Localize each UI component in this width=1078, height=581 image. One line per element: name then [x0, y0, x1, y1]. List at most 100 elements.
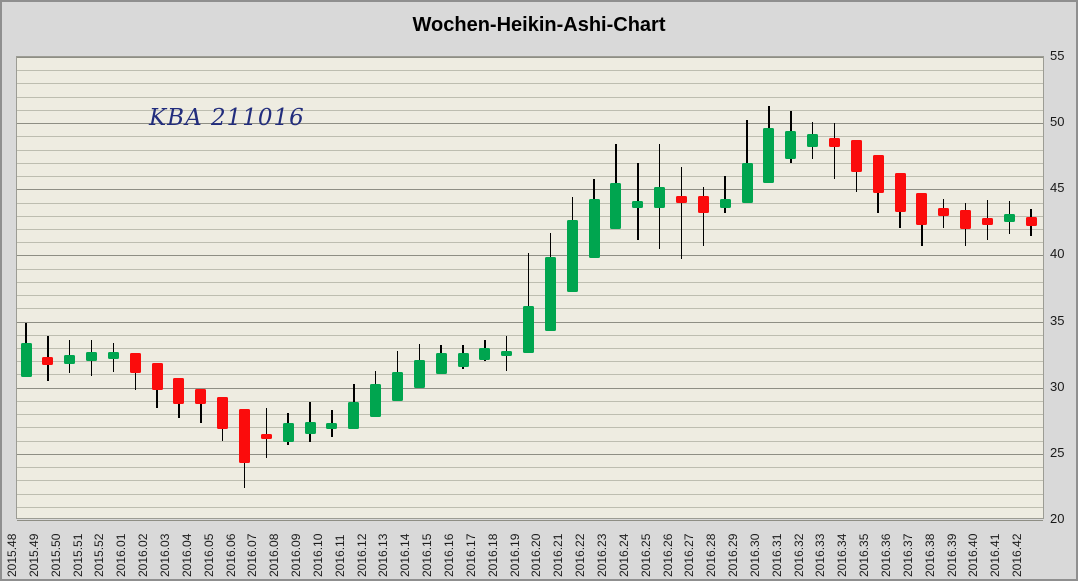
candle-body-2016.40 — [981, 218, 993, 225]
x-axis-tick-label: 2016.41 — [988, 533, 1003, 577]
x-axis-tick-label: 2016.08 — [267, 533, 282, 577]
candle-body-2016.09 — [304, 422, 316, 434]
candle-body-2016.27 — [697, 195, 709, 214]
gridline — [17, 493, 1043, 495]
candle-wick — [833, 123, 836, 179]
x-axis-tick-label: 2016.07 — [245, 533, 260, 577]
gridline — [17, 83, 1043, 85]
candle-body-2016.25 — [654, 186, 666, 208]
x-axis-tick-label: 2016.18 — [485, 533, 500, 577]
gridline — [17, 414, 1043, 416]
candle-body-2015.50 — [64, 354, 76, 364]
gridline — [17, 123, 1043, 125]
x-axis-tick-label: 2016.25 — [638, 533, 653, 577]
gridline — [17, 202, 1043, 204]
candle-body-2016.07 — [260, 434, 272, 440]
x-axis-tick-label: 2016.28 — [704, 533, 719, 577]
x-axis-tick-label: 2016.11 — [332, 534, 347, 578]
x-axis-tick-label: 2016.37 — [900, 533, 915, 577]
candle-body-2016.42 — [1025, 217, 1037, 227]
candle-body-2016.05 — [217, 396, 229, 429]
candle-body-2016.01 — [129, 353, 141, 374]
x-axis-tick-label: 2016.15 — [420, 533, 435, 577]
candle-body-2016.04 — [195, 389, 207, 404]
candle-body-2015.51 — [86, 351, 98, 362]
gridline — [17, 136, 1043, 138]
candle-body-2016.14 — [413, 359, 425, 388]
y-axis-tick-label: 30 — [1050, 378, 1065, 394]
gridline — [17, 176, 1043, 178]
candle-body-2016.16 — [457, 353, 469, 367]
x-axis-tick-label: 2016.14 — [398, 533, 413, 577]
gridline — [17, 387, 1043, 389]
gridline — [17, 268, 1043, 270]
x-axis-tick-label: 2016.17 — [463, 533, 478, 577]
x-axis-tick-label: 2016.09 — [289, 533, 304, 577]
candle-body-2016.10 — [326, 423, 338, 429]
x-axis-tick-label: 2015.52 — [92, 533, 107, 577]
plot-area — [16, 56, 1044, 521]
x-axis-tick-label: 2016.27 — [682, 533, 697, 577]
candle-body-2016.20 — [544, 256, 556, 331]
gridline — [17, 70, 1043, 72]
candle-wick — [702, 186, 705, 247]
x-axis-tick-label: 2016.32 — [791, 533, 806, 577]
candle-body-2016.36 — [894, 173, 906, 212]
x-axis-tick-label: 2016.23 — [594, 533, 609, 577]
candle-body-2016.12 — [370, 383, 382, 417]
gridline — [17, 255, 1043, 257]
candle-wick — [331, 410, 333, 437]
candle-body-2016.35 — [872, 154, 884, 194]
x-axis-tick-label: 2016.39 — [944, 533, 959, 577]
x-axis-tick-label: 2016.19 — [507, 533, 522, 577]
gridline — [17, 520, 1043, 521]
y-axis-tick-label: 50 — [1050, 114, 1065, 130]
y-axis-tick-label: 20 — [1050, 511, 1065, 526]
gridline — [17, 162, 1043, 164]
gridline — [17, 453, 1043, 455]
gridline — [17, 361, 1043, 363]
x-axis-tick-label: 2016.04 — [179, 533, 194, 577]
x-axis-tick-label: 2016.06 — [223, 533, 238, 577]
candle-wick — [200, 389, 202, 424]
x-axis-tick-label: 2016.42 — [1010, 533, 1025, 577]
x-axis-tick-label: 2016.10 — [310, 533, 325, 577]
x-axis-tick-label: 2016.22 — [573, 533, 588, 577]
candle-body-2016.31 — [785, 131, 797, 159]
x-axis-tick-label: 2015.48 — [5, 533, 19, 577]
y-axis-tick-label: 45 — [1050, 180, 1065, 196]
candle-body-2016.11 — [348, 402, 360, 429]
chart-title: Wochen-Heikin-Ashi-Chart — [412, 14, 666, 36]
candle-body-2016.38 — [938, 207, 950, 216]
gridline — [17, 215, 1043, 217]
candle-body-2016.19 — [523, 305, 535, 354]
x-axis-tick-label: 2016.38 — [922, 533, 937, 577]
gridline — [17, 506, 1043, 508]
candle-body-2016.41 — [1003, 214, 1015, 223]
candle-body-2016.18 — [501, 350, 513, 356]
candle-body-2016.23 — [610, 182, 622, 229]
candle-body-2016.15 — [435, 353, 447, 375]
candle-body-2015.52 — [107, 351, 119, 359]
candle-body-2016.06 — [239, 408, 250, 464]
x-axis-tick-label: 2016.03 — [157, 533, 172, 577]
candle-wick — [527, 252, 530, 354]
gridline — [17, 242, 1043, 244]
candle-body-2016.24 — [632, 201, 644, 208]
gridline — [17, 228, 1043, 230]
x-axis-tick-label: 2016.20 — [529, 533, 544, 577]
x-axis-tick-label: 2016.01 — [114, 533, 129, 577]
candle-body-2016.32 — [807, 133, 819, 147]
y-axis-tick-label: 55 — [1050, 48, 1065, 63]
x-axis-tick-label: 2015.49 — [26, 533, 41, 577]
candle-wick — [265, 407, 268, 458]
gridline — [17, 281, 1043, 283]
gridline — [17, 427, 1043, 429]
x-axis-tick-label: 2016.30 — [747, 533, 762, 577]
x-axis-tick-label: 2016.16 — [442, 533, 456, 577]
candle-body-2016.03 — [173, 378, 185, 404]
candle-body-2016.21 — [566, 219, 578, 293]
x-axis-tick-label: 2016.12 — [354, 533, 369, 577]
gridline — [17, 189, 1043, 191]
